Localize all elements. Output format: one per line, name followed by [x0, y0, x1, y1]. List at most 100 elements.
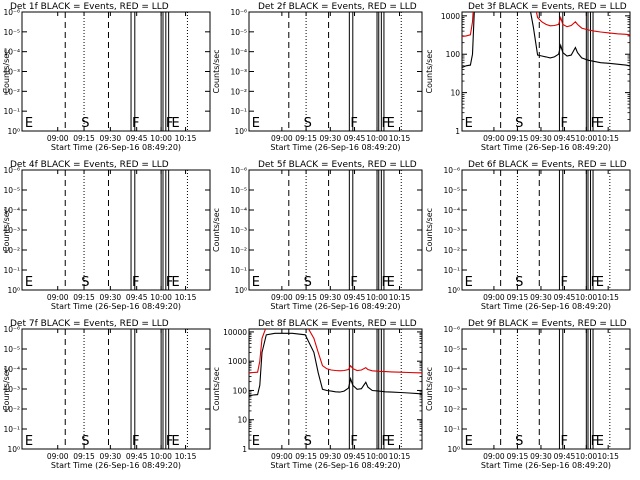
y-tick-label: 10⁰	[234, 127, 247, 136]
marker-label: S	[515, 434, 523, 449]
y-tick-label: 10⁻⁴	[230, 48, 247, 57]
y-tick-label: 10⁻²	[230, 246, 247, 255]
panel-3: Det 3f BLACK = Events, RED = LLD Counts/s…	[425, 2, 631, 152]
x-tick-label: 10:15	[175, 134, 197, 143]
panel-title: Det 7f BLACK = Events, RED = LLD	[10, 319, 169, 329]
x-tick-label: 09:00	[483, 452, 505, 461]
marker-label: E	[596, 434, 604, 449]
x-tick-label: 09:30	[100, 452, 122, 461]
panel-title: Det 1f BLACK = Events, RED = LLD	[10, 2, 169, 12]
x-tick-label: 10:15	[175, 452, 197, 461]
y-axis-label: Counts/sec	[2, 208, 11, 252]
y-tick-label: 10⁻¹	[3, 266, 20, 275]
x-tick-label: 10:00	[366, 452, 388, 461]
x-tick-label: 09:00	[483, 293, 505, 302]
marker-label: E	[172, 434, 180, 449]
marker-label: F	[591, 116, 598, 131]
x-tick-label: 09:00	[47, 452, 69, 461]
y-tick-label: 10⁻⁵	[230, 28, 247, 37]
panel-title: Det 9f BLACK = Events, RED = LLD	[468, 319, 627, 329]
panel-4: Det 4f BLACK = Events, RED = LLD Counts/s…	[2, 160, 211, 311]
marker-label: S	[81, 434, 89, 449]
y-tick-label: 10⁻²	[443, 405, 460, 414]
lld-series-line	[462, 12, 630, 38]
y-tick-label: 10⁻³	[3, 385, 20, 394]
marker-label: F	[350, 275, 357, 290]
marker-label: S	[515, 116, 523, 131]
y-tick-label: 10⁻⁶	[443, 166, 460, 175]
panel-title: Det 6f BLACK = Events, RED = LLD	[468, 160, 627, 170]
panel-title: Det 5f BLACK = Events, RED = LLD	[258, 160, 417, 170]
marker-label: E	[25, 434, 33, 449]
x-axis-label: Start Time (26-Sep-16 08:49:20)	[481, 302, 611, 311]
panel-1: Det 1f BLACK = Events, RED = LLD Counts/s…	[2, 2, 211, 152]
x-tick-label: 10:15	[389, 293, 411, 302]
x-tick-label: 10:00	[576, 293, 598, 302]
x-tick-label: 10:00	[576, 452, 598, 461]
y-tick-label: 10⁻²	[3, 87, 20, 96]
x-tick-label: 10:15	[597, 134, 619, 143]
y-tick-label: 10⁻⁵	[3, 186, 20, 195]
x-tick-label: 09:30	[319, 452, 341, 461]
marker-label: F	[350, 434, 357, 449]
x-tick-label: 09:15	[507, 134, 529, 143]
axes-frame	[21, 169, 211, 291]
axes-frame	[248, 169, 423, 291]
marker-label: E	[252, 434, 260, 449]
y-tick-label: 10⁻³	[3, 68, 20, 77]
y-axis-label: Counts/sec	[212, 367, 221, 411]
marker-label: S	[304, 116, 312, 131]
x-tick-label: 09:15	[73, 452, 95, 461]
x-axis-label: Start Time (26-Sep-16 08:49:20)	[51, 302, 181, 311]
y-tick-label: 10⁰	[7, 445, 20, 454]
y-tick-label: 10⁻⁵	[3, 345, 20, 354]
x-tick-label: 09:00	[47, 134, 69, 143]
x-axis-label: Start Time (26-Sep-16 08:49:20)	[270, 461, 400, 470]
marker-label: F	[560, 116, 567, 131]
y-tick-label: 10⁻⁶	[3, 8, 20, 17]
marker-label: S	[304, 275, 312, 290]
marker-label: E	[465, 116, 473, 131]
y-tick-label: 10⁻²	[3, 246, 20, 255]
marker-label: E	[387, 116, 395, 131]
x-tick-label: 09:00	[483, 134, 505, 143]
y-tick-label: 10⁰	[7, 127, 20, 136]
x-axis-label: Start Time (26-Sep-16 08:49:20)	[51, 143, 181, 152]
y-tick-label: 10⁻⁶	[230, 166, 247, 175]
x-axis-label: Start Time (26-Sep-16 08:49:20)	[481, 461, 611, 470]
x-tick-label: 09:30	[100, 134, 122, 143]
marker-label: E	[172, 116, 180, 131]
x-tick-label: 09:15	[507, 452, 529, 461]
x-tick-label: 09:15	[73, 134, 95, 143]
x-tick-label: 09:30	[319, 293, 341, 302]
y-tick-label: 10⁻⁴	[443, 206, 460, 215]
y-tick-label: 10⁻⁴	[230, 206, 247, 215]
y-tick-label: 10⁻¹	[3, 425, 20, 434]
x-tick-label: 09:45	[126, 134, 148, 143]
x-axis-label: Start Time (26-Sep-16 08:49:20)	[481, 143, 611, 152]
y-tick-label: 10⁻¹	[230, 266, 247, 275]
x-tick-label: 09:30	[319, 134, 341, 143]
x-tick-label: 09:45	[344, 452, 366, 461]
y-tick-label: 10⁻¹	[443, 266, 460, 275]
panel-title: Det 2f BLACK = Events, RED = LLD	[258, 2, 417, 12]
marker-label: E	[25, 116, 33, 131]
marker-label: F	[591, 434, 598, 449]
y-tick-label: 100	[233, 386, 248, 395]
y-tick-label: 10⁻⁵	[443, 186, 460, 195]
x-tick-label: 09:30	[530, 134, 552, 143]
x-tick-label: 10:15	[389, 452, 411, 461]
x-tick-label: 09:15	[73, 293, 95, 302]
marker-label: E	[252, 275, 260, 290]
x-tick-label: 09:45	[126, 452, 148, 461]
y-tick-label: 10⁻³	[230, 226, 247, 235]
x-tick-label: 09:30	[530, 452, 552, 461]
y-tick-label: 1	[455, 127, 460, 136]
y-tick-label: 10⁻⁴	[443, 365, 460, 374]
marker-label: S	[81, 275, 89, 290]
y-tick-label: 10⁻⁵	[443, 345, 460, 354]
y-tick-label: 10⁻⁵	[230, 186, 247, 195]
x-tick-label: 09:45	[344, 293, 366, 302]
marker-label: E	[596, 116, 604, 131]
